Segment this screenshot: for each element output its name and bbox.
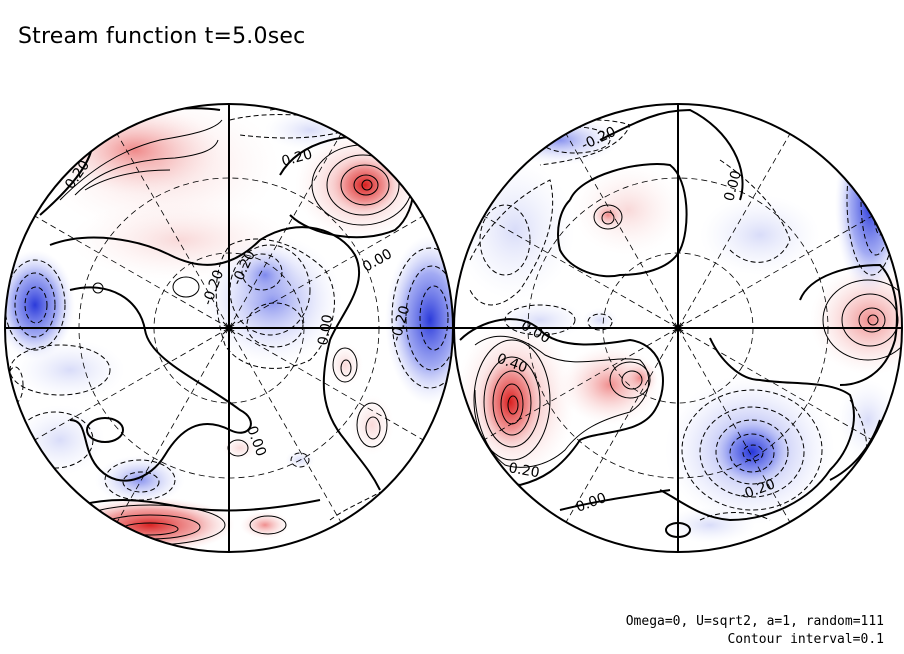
contour-label: 0.20 [280, 146, 314, 170]
parameters-note: Omega=0, U=sqrt2, a=1, random=111 [625, 614, 884, 629]
contour-label: 0.00 [574, 490, 609, 516]
right-contours [459, 108, 902, 538]
contour-label: 0.00 [315, 313, 336, 346]
contour-label: 0.00 [360, 246, 395, 275]
contour-label: 0.20 [507, 460, 540, 481]
plot-title: Stream function t=5.0sec [18, 24, 306, 49]
right-frame [453, 103, 903, 553]
contour-label: 0.00 [721, 169, 745, 203]
left-hemisphere: 0.20 0.20 0.00 -0.20 -0.20 0.00 -0.20 0.… [5, 104, 453, 552]
contour-interval-note: Contour interval=0.1 [727, 632, 884, 647]
